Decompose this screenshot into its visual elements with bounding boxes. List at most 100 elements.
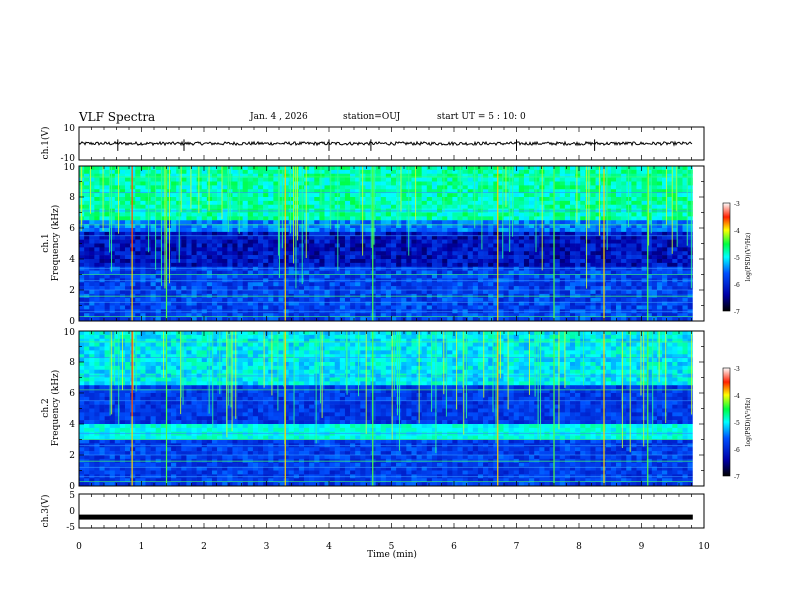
spectrogram-cell [227,313,233,318]
spectrogram-cell [477,286,484,291]
spectrogram-cell [258,313,264,318]
spectrogram-cell [344,274,351,279]
spectrogram-cell [452,235,458,240]
spectrogram-cell [641,224,648,229]
spectrogram-cell [99,274,105,279]
spectrogram-cell [309,185,315,190]
spectrogram-cell [523,189,530,194]
spectrogram-cell [641,262,648,268]
spectrogram-cell [452,231,458,237]
spectrogram-cell [616,169,622,175]
spectrogram-cell [263,282,269,287]
spectrogram-cell [580,282,586,287]
spectrogram-cell [288,266,295,271]
spectrogram-cell [181,212,187,217]
spectrogram-cell [641,313,648,318]
spectrogram-cell [145,305,151,310]
spectrogram-cell [380,239,387,244]
spectrogram-cell [488,169,494,175]
spectrogram-cell [339,204,346,209]
spectrogram-cell [201,251,208,256]
spectrogram-cell [181,317,187,322]
spectrogram-cell [79,239,85,244]
spectrogram-cell [539,301,545,306]
spectrogram-cell [99,216,105,221]
spectrogram-cell [667,181,673,186]
spectrogram-cell [196,243,203,248]
spectrogram-cell [605,185,612,190]
spectrogram-cell [564,247,571,252]
spectrogram-cell [309,297,315,302]
spectrogram-cell [155,317,162,322]
spectrogram-cell [636,305,642,310]
spectrogram-cell [89,243,95,248]
spectrogram-cell [196,262,203,268]
spectrogram-cell [636,193,642,198]
spectrogram-cell [426,228,433,233]
spectrogram-cell [181,216,187,221]
spectrogram-cell [431,305,438,310]
spectrogram-cell [365,216,371,221]
spectrogram-cell [580,166,586,171]
spectrogram-cell [263,177,269,182]
spectrogram-cell [355,239,361,244]
spectrogram-cell [396,282,402,287]
spectrogram-cell [375,200,382,206]
spectrogram-cell [600,297,607,302]
spectrogram-cell [437,247,443,252]
spectrogram-cell [125,200,131,206]
spectrogram-cell [211,197,218,202]
spectrogram-cell [406,282,412,287]
spectrogram-cell [651,204,658,209]
spectrogram-cell [682,193,688,198]
spectrogram-cell [570,189,576,194]
spectrogram-cell [165,173,172,178]
spectrogram-cell [641,181,648,186]
spectrogram-cell [114,212,121,217]
spectrogram-cell [298,239,305,244]
spectrogram-cell [595,301,601,306]
spectrogram-cell [237,259,243,264]
spectrogram-cell [334,286,341,291]
spectrogram-cell [672,216,678,221]
spectrogram-cell [626,290,632,295]
spectrogram-cell [314,181,320,186]
spectrogram-cell [242,255,249,260]
spectrogram-cell [365,189,371,194]
spectrogram-cell [636,262,642,268]
spectrogram-cell [217,317,223,322]
spectrogram-cell [114,185,121,190]
spectrogram-cell [94,228,100,233]
spectrogram-cell [518,282,525,287]
spectrogram-cell [390,185,397,190]
spectrogram-cell [140,189,146,194]
spectrogram-cell [94,173,100,178]
spectrogram-cell [570,317,576,322]
spectrogram-cell [508,243,515,248]
spectrogram-cell [656,297,663,302]
spectrogram-cell [656,173,663,178]
spectrogram-cell [135,317,141,322]
spectrogram-cell [201,282,208,287]
spectrogram-cell [442,243,448,248]
spectrogram-cell [646,243,653,248]
spectrogram-cell [119,220,126,225]
spectrogram-cell [590,282,596,287]
spectrogram-cell [411,259,417,264]
spectrogram-cell [268,274,274,279]
spectrogram-cell [575,286,581,291]
spectrogram-cell [498,239,504,244]
spectrogram-cell [559,173,566,178]
spectrogram-cell [529,282,535,287]
spectrogram-cell [135,313,141,318]
spectrogram-cell [268,247,274,252]
spectrogram-cell [176,282,182,287]
spectrogram-cell [662,255,668,260]
spectrogram-cell [247,216,254,221]
spectrogram-cell [656,193,663,198]
spectrogram-cell [375,220,382,225]
spectrogram-cell [314,282,320,287]
spectrogram-cell [575,239,581,244]
spectrogram-cell [119,177,126,182]
spectrogram-cell [518,212,525,217]
